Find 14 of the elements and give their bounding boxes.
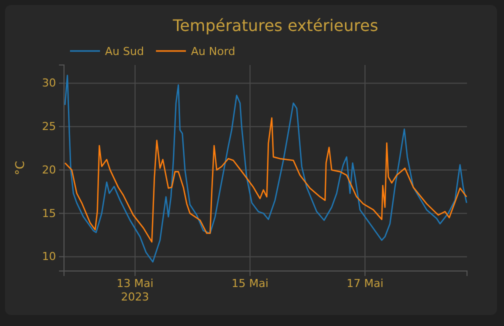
y-axis-title: °C (13, 160, 27, 176)
line-series (64, 117, 468, 243)
x-tick-label: 13 Mai 2023 (116, 276, 154, 304)
y-tick-label: 25 (42, 120, 56, 134)
y-tick-label: 20 (42, 163, 56, 176)
y-tick-label: 15 (42, 206, 56, 220)
y-tick-label: 10 (42, 250, 56, 264)
chart-title: Températures extérieures (172, 16, 378, 35)
y-tick-label: 30 (42, 76, 56, 90)
legend-label: Au Sud (105, 45, 144, 58)
legend-label: Au Nord (190, 45, 236, 58)
x-tick-label: 17 Mai (346, 276, 384, 290)
line-series (64, 74, 468, 263)
x-tick-label: 15 Mai (232, 276, 268, 290)
